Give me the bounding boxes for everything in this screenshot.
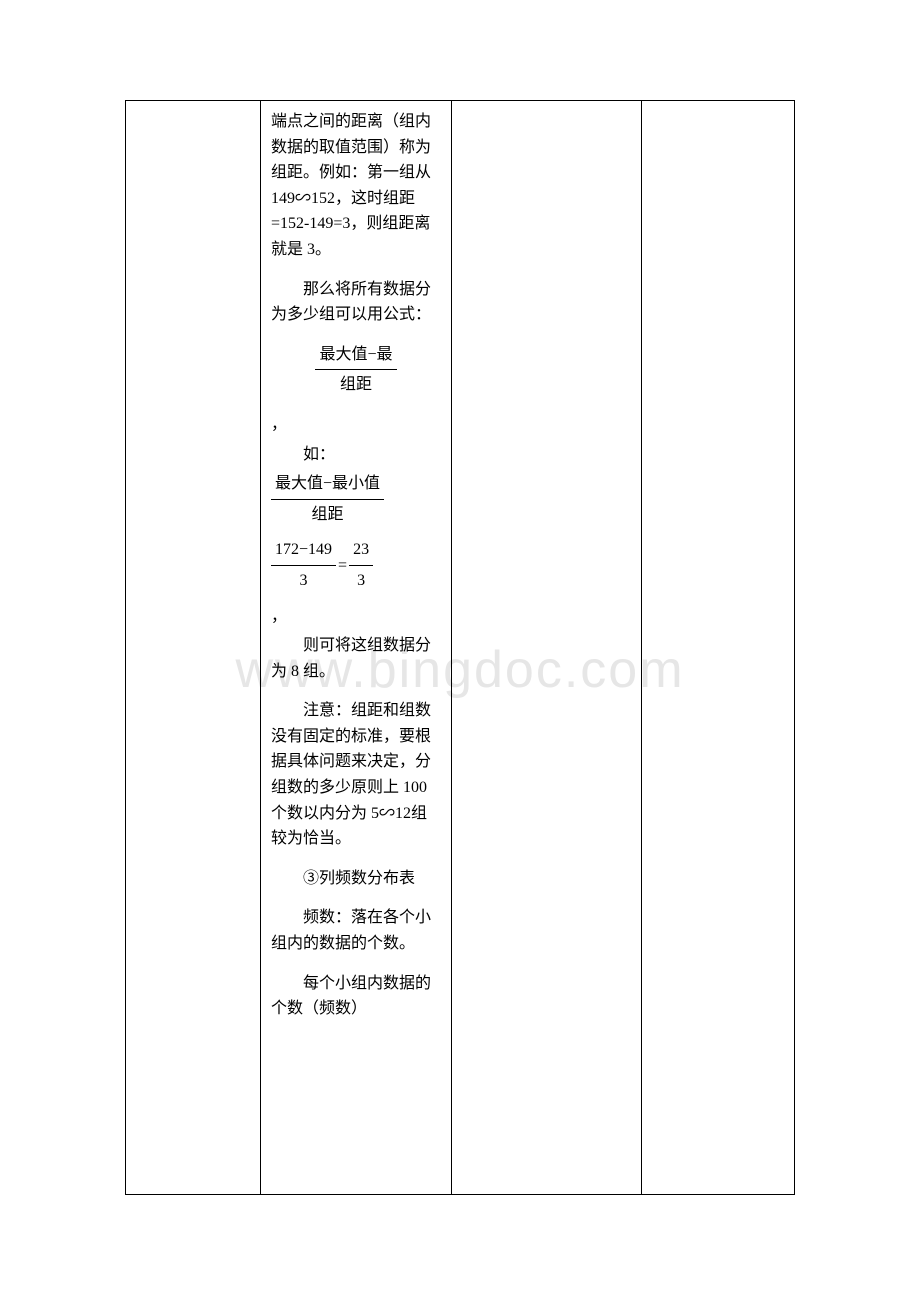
fraction-denominator-2: 组距 [271,500,384,528]
fraction-den-left: 3 [271,566,336,594]
paragraph-group-distance-def: 端点之间的距离（组内数据的取值范围）称为组距。例如：第一组从 149∽152，这… [271,109,441,263]
comma-separator-2: ， [271,604,441,630]
fraction-main: 最大值−最 组距 [315,342,396,398]
fraction-num-left: 172−149 [271,537,336,566]
table-column-1 [126,101,261,1194]
table-column-3 [452,101,642,1194]
formula-group-count: 最大值−最 组距 [271,342,441,398]
paragraph-formula-intro: 那么将所有数据分为多少组可以用公式： [271,277,441,328]
fraction-numeric-left: 172−149 3 [271,537,336,593]
fraction-symbolic: 最大值−最小值 组距 [271,471,384,527]
fraction-denominator: 组距 [315,370,396,398]
table-column-2: 端点之间的距离（组内数据的取值范围）称为组距。例如：第一组从 149∽152，这… [261,101,452,1194]
table-column-4 [642,101,794,1194]
page-container: 端点之间的距离（组内数据的取值范围）称为组距。例如：第一组从 149∽152，这… [0,0,920,1255]
fraction-num-right: 23 [349,537,373,566]
paragraph-frequency-def: 频数：落在各个小组内的数据的个数。 [271,905,441,956]
comma-separator-1: ， [271,412,441,438]
paragraph-example-intro: 如： [271,442,441,468]
paragraph-result-8-groups: 则可将这组数据分为 8 组。 [271,633,441,684]
fraction-numeric-right: 23 3 [349,537,373,593]
paragraph-note: 注意：组距和组数没有固定的标准，要根据具体问题来决定，分组数的多少原则上 100… [271,698,441,852]
equals-sign: = [338,553,347,579]
paragraph-step-3-title: ③列频数分布表 [271,866,441,892]
fraction-numerator-2: 最大值−最小值 [271,471,384,500]
main-table: 端点之间的距离（组内数据的取值范围）称为组距。例如：第一组从 149∽152，这… [125,100,795,1195]
formula-example-numeric: 172−149 3 = 23 3 [271,537,441,593]
fraction-den-right: 3 [349,566,373,594]
fraction-numerator: 最大值−最 [315,342,396,371]
paragraph-frequency-count: 每个小组内数据的个数（频数） [271,971,441,1022]
formula-example-symbolic: 最大值−最小值 组距 [271,471,441,527]
